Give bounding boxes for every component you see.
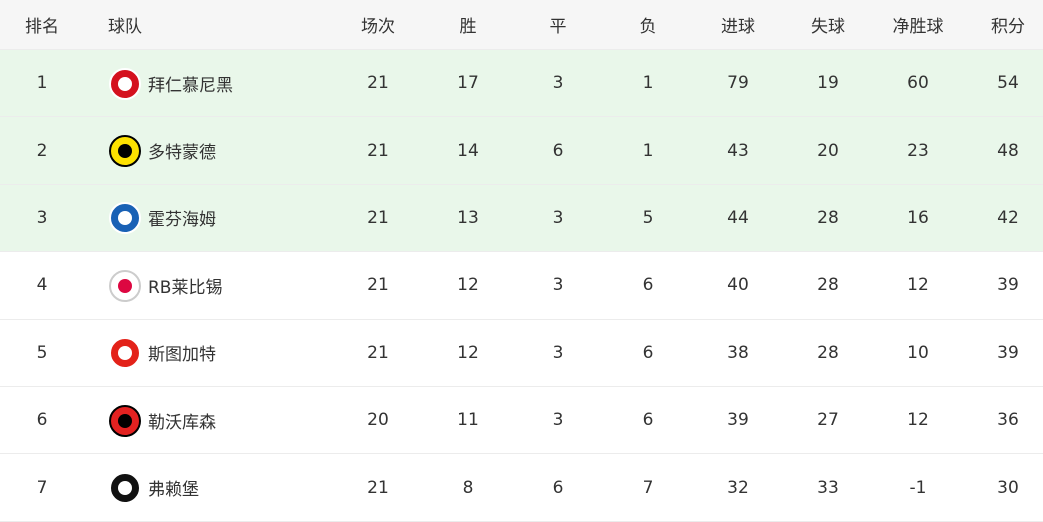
- header-cell: 净胜球: [892, 17, 944, 37]
- cell-value: 39: [997, 275, 1019, 296]
- header-cell: 球队: [108, 17, 142, 37]
- cell-value: 54: [997, 73, 1019, 94]
- table-row: 3 霍芬海姆 21 13 3 5 44 28 16 42: [0, 184, 1043, 253]
- cell-value: 6: [642, 410, 654, 431]
- cell-value: 44: [727, 207, 749, 228]
- cell-value: 2: [36, 140, 48, 161]
- cell-value: 79: [727, 73, 749, 94]
- cell-value: -1: [909, 477, 927, 498]
- header-cell: 进球: [721, 17, 755, 37]
- cell-value: 12: [907, 275, 929, 296]
- team-name: 霍芬海姆: [148, 210, 216, 231]
- cell-value: 23: [907, 140, 929, 161]
- cell-value: 21: [367, 342, 389, 363]
- cell-value: 3: [552, 275, 564, 296]
- cell-value: 28: [817, 275, 839, 296]
- team-logo: [109, 135, 141, 168]
- cell-value: 3: [36, 207, 48, 228]
- team-logo: [109, 202, 141, 235]
- cell-value: 7: [642, 477, 654, 498]
- table-row: 6 勒沃库森 20 11 3 6 39 27 12 36: [0, 387, 1043, 455]
- header-cell: 场次: [361, 17, 395, 37]
- team-logo: [109, 472, 141, 505]
- header-cell: 平: [549, 17, 567, 37]
- team-logo: [109, 269, 141, 302]
- cell-value: 11: [457, 410, 479, 431]
- cell-value: 27: [817, 410, 839, 431]
- cell-value: 28: [817, 207, 839, 228]
- cell-value: 42: [997, 207, 1019, 228]
- cell-value: 7: [36, 477, 48, 498]
- cell-value: 60: [907, 73, 929, 94]
- header-cell: 失球: [811, 17, 845, 37]
- cell-value: 6: [552, 140, 564, 161]
- table-row: 7 弗赖堡 21 8 6 7 32 33 -1 30: [0, 454, 1043, 522]
- cell-value: 1: [642, 140, 654, 161]
- team-name: 弗赖堡: [148, 480, 199, 501]
- cell-value: 6: [36, 410, 48, 431]
- team-name: 多特蒙德: [148, 143, 216, 164]
- cell-value: 3: [552, 73, 564, 94]
- header-cell: 胜: [459, 17, 477, 37]
- cell-value: 21: [367, 275, 389, 296]
- cell-value: 12: [457, 342, 479, 363]
- cell-value: 32: [727, 477, 749, 498]
- header-cell: 负: [639, 17, 657, 37]
- cell-value: 3: [552, 207, 564, 228]
- cell-value: 4: [36, 275, 48, 296]
- cell-value: 33: [817, 477, 839, 498]
- team-name: RB莱比锡: [148, 277, 223, 298]
- table-row: 2 多特蒙德 21 14 6 1 43 20 23 48: [0, 117, 1043, 185]
- team-name: 勒沃库森: [148, 412, 216, 433]
- team-logo: [109, 404, 141, 437]
- cell-value: 43: [727, 140, 749, 161]
- team-logo: [109, 337, 141, 370]
- header-row: 排名 球队 场次 胜 平 负 进球 失球 净胜球 积分: [0, 0, 1043, 50]
- cell-value: 1: [36, 73, 48, 94]
- cell-value: 1: [642, 73, 654, 94]
- table-row: 5 斯图加特 21 12 3 6 38 28 10 39: [0, 319, 1043, 387]
- cell-value: 8: [462, 477, 474, 498]
- cell-value: 40: [727, 275, 749, 296]
- cell-value: 48: [997, 140, 1019, 161]
- cell-value: 10: [907, 342, 929, 363]
- cell-value: 3: [552, 342, 564, 363]
- cell-value: 21: [367, 140, 389, 161]
- cell-value: 38: [727, 342, 749, 363]
- cell-value: 21: [367, 477, 389, 498]
- cell-value: 39: [727, 410, 749, 431]
- cell-value: 21: [367, 207, 389, 228]
- cell-value: 20: [367, 410, 389, 431]
- table-row: 4 RB莱比锡 21 12 3 6 40 28 12 39: [0, 252, 1043, 320]
- team-logo: [109, 67, 141, 100]
- cell-value: 30: [997, 477, 1019, 498]
- cell-value: 3: [552, 410, 564, 431]
- cell-value: 19: [817, 73, 839, 94]
- cell-value: 21: [367, 73, 389, 94]
- cell-value: 5: [642, 207, 654, 228]
- team-name: 斯图加特: [148, 345, 216, 366]
- cell-value: 14: [457, 140, 479, 161]
- cell-value: 12: [907, 410, 929, 431]
- cell-value: 36: [997, 410, 1019, 431]
- cell-value: 39: [997, 342, 1019, 363]
- cell-value: 20: [817, 140, 839, 161]
- cell-value: 6: [642, 342, 654, 363]
- cell-value: 17: [457, 73, 479, 94]
- cell-value: 6: [642, 275, 654, 296]
- header-cell: 排名: [25, 17, 59, 37]
- cell-value: 16: [907, 207, 929, 228]
- team-name: 拜仁慕尼黑: [148, 75, 233, 96]
- header-cell: 积分: [991, 17, 1025, 37]
- cell-value: 13: [457, 207, 479, 228]
- cell-value: 6: [552, 477, 564, 498]
- cell-value: 5: [36, 342, 48, 363]
- table-row: 1 拜仁慕尼黑 21 17 3 1 79 19 60 54: [0, 50, 1043, 118]
- cell-value: 12: [457, 275, 479, 296]
- cell-value: 28: [817, 342, 839, 363]
